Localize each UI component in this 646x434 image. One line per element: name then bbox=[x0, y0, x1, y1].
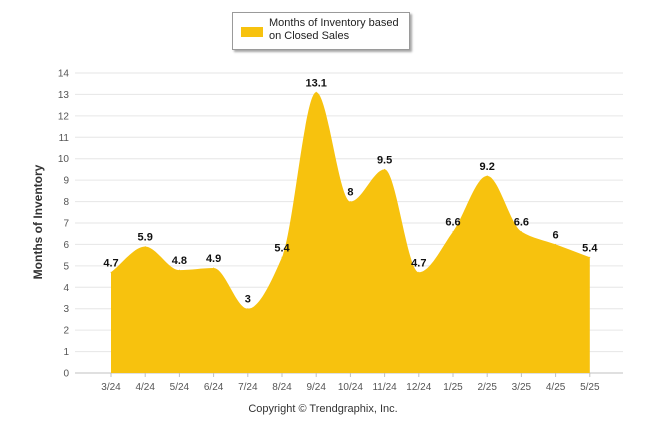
data-label: 4.8 bbox=[172, 255, 187, 267]
x-tick-label: 9/24 bbox=[306, 382, 326, 393]
data-point bbox=[178, 269, 180, 271]
x-tick-label: 6/24 bbox=[204, 382, 224, 393]
data-point bbox=[213, 267, 215, 269]
data-label: 4.9 bbox=[206, 253, 221, 265]
x-tick-label: 4/25 bbox=[546, 382, 566, 393]
data-point bbox=[281, 256, 283, 258]
data-point bbox=[349, 201, 351, 203]
y-tick-label: 1 bbox=[63, 347, 69, 358]
data-point bbox=[418, 271, 420, 273]
x-tick-label: 1/25 bbox=[443, 382, 463, 393]
y-tick-label: 2 bbox=[63, 326, 69, 337]
x-tick-label: 3/24 bbox=[101, 382, 121, 393]
data-label: 6 bbox=[553, 229, 559, 241]
data-label: 8 bbox=[347, 187, 353, 199]
x-tick-label: 5/25 bbox=[580, 382, 600, 393]
y-tick-label: 9 bbox=[63, 176, 69, 187]
y-tick-label: 5 bbox=[63, 261, 69, 272]
data-label: 4.7 bbox=[103, 257, 118, 269]
data-point bbox=[555, 243, 557, 245]
x-tick-label: 11/24 bbox=[372, 382, 397, 393]
x-tick-label: 8/24 bbox=[272, 382, 292, 393]
x-tick-label: 4/24 bbox=[135, 382, 155, 393]
data-point bbox=[589, 256, 591, 258]
y-tick-label: 11 bbox=[59, 133, 70, 144]
copyright-footer: Copyright © Trendgraphix, Inc. bbox=[248, 403, 398, 415]
y-tick-label: 6 bbox=[63, 240, 69, 251]
legend-label: Months of Inventory based on Closed Sale… bbox=[269, 17, 399, 42]
x-tick-label: 2/25 bbox=[477, 382, 497, 393]
x-tick-label: 10/24 bbox=[338, 382, 363, 393]
y-tick-label: 3 bbox=[63, 304, 69, 315]
y-tick-label: 8 bbox=[63, 197, 69, 208]
data-label: 9.2 bbox=[480, 161, 495, 173]
data-label: 4.7 bbox=[411, 257, 426, 269]
data-label: 5.9 bbox=[138, 232, 153, 244]
data-point bbox=[384, 168, 386, 170]
legend[interactable]: Months of Inventory based on Closed Sale… bbox=[232, 12, 410, 50]
data-point bbox=[520, 231, 522, 233]
data-label: 9.5 bbox=[377, 154, 392, 166]
data-label: 5.4 bbox=[582, 242, 598, 254]
data-label: 6.6 bbox=[445, 217, 460, 229]
data-label: 5.4 bbox=[274, 242, 290, 254]
data-point bbox=[144, 246, 146, 248]
x-tick-label: 3/25 bbox=[512, 382, 532, 393]
x-tick-label: 12/24 bbox=[406, 382, 431, 393]
y-tick-label: 4 bbox=[63, 283, 69, 294]
y-tick-label: 7 bbox=[63, 219, 69, 230]
x-tick-label: 7/24 bbox=[238, 382, 258, 393]
data-point bbox=[452, 231, 454, 233]
legend-swatch bbox=[241, 27, 263, 37]
y-tick-label: 13 bbox=[58, 90, 70, 101]
y-tick-label: 10 bbox=[58, 154, 70, 165]
data-label: 3 bbox=[245, 294, 251, 306]
y-tick-label: 14 bbox=[58, 69, 70, 80]
data-point bbox=[247, 308, 249, 310]
y-tick-label: 0 bbox=[63, 369, 69, 380]
x-tick-label: 5/24 bbox=[170, 382, 190, 393]
data-label: 13.1 bbox=[305, 77, 326, 89]
data-point bbox=[110, 271, 112, 273]
data-point bbox=[486, 175, 488, 177]
data-point bbox=[315, 91, 317, 93]
y-axis-title: Months of Inventory bbox=[31, 164, 45, 280]
data-label: 6.6 bbox=[514, 217, 529, 229]
area-series bbox=[111, 92, 590, 374]
y-tick-label: 12 bbox=[58, 111, 70, 122]
